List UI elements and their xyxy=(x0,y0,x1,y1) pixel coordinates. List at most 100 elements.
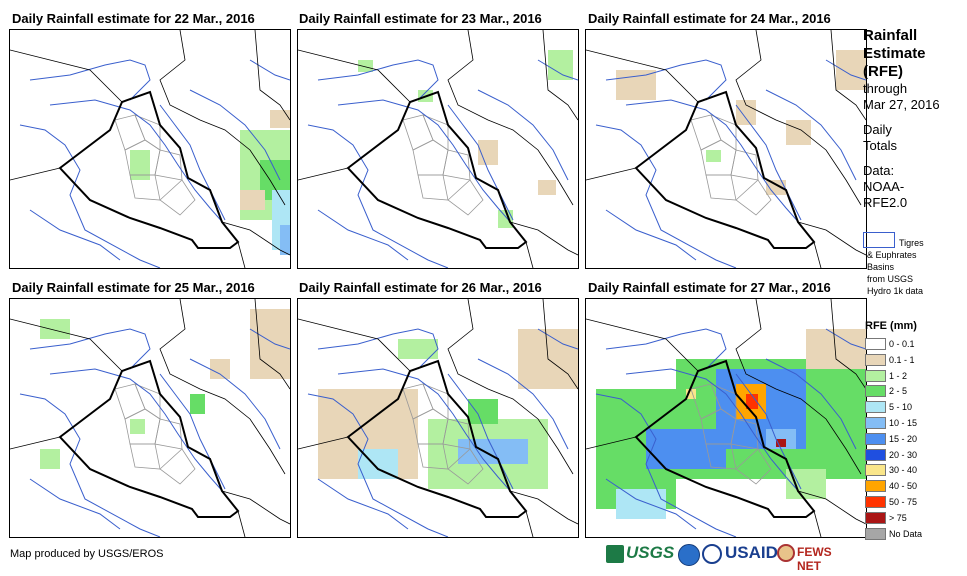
river-basin-line xyxy=(625,368,802,495)
river-basin-line xyxy=(605,478,697,530)
scale-label: 1 - 2 xyxy=(889,370,908,381)
basin-line: Basins xyxy=(867,262,895,272)
scale-swatch xyxy=(865,496,886,508)
river-basin-line xyxy=(605,59,727,101)
country-border xyxy=(542,30,578,121)
province-boundary xyxy=(154,418,183,450)
scale-label: 30 - 40 xyxy=(889,465,918,476)
iraq-border xyxy=(634,90,816,249)
country-border xyxy=(447,299,574,475)
country-border xyxy=(586,436,637,450)
basin-line: Tigres xyxy=(899,238,924,248)
rainfall-area xyxy=(538,180,556,195)
country-border xyxy=(542,299,578,390)
country-border xyxy=(254,30,290,121)
fews-net-logo: FEWS NET xyxy=(797,545,832,573)
scale-label: 5 - 10 xyxy=(889,402,913,413)
panel-title-26: Daily Rainfall estimate for 26 Mar., 201… xyxy=(299,280,542,295)
agency-logos: USGS USAID FEWS NET xyxy=(606,541,856,573)
river-basin-line xyxy=(189,358,281,450)
country-border xyxy=(525,241,534,268)
scale-swatch xyxy=(865,448,886,461)
province-boundary xyxy=(442,149,471,181)
rainfall-area xyxy=(776,439,786,447)
legend-data-line: Data: xyxy=(863,163,895,178)
country-border xyxy=(830,299,866,390)
rainfall-area xyxy=(746,394,758,409)
province-boundary xyxy=(442,418,471,450)
river-basin-line xyxy=(825,59,866,81)
country-border xyxy=(237,241,246,268)
country-border xyxy=(298,167,349,181)
country-border xyxy=(447,30,574,206)
legend-through-label: through xyxy=(863,81,908,96)
rainfall-area xyxy=(250,309,290,379)
river-basin-line xyxy=(19,124,161,268)
scale-label: 40 - 50 xyxy=(889,481,918,492)
scale-swatch xyxy=(865,464,886,477)
river-basin-line xyxy=(625,99,802,226)
map-credit: Map produced by USGS/EROS xyxy=(10,548,164,560)
rainfall-area xyxy=(240,190,265,210)
province-boundary xyxy=(114,383,146,420)
country-border xyxy=(10,318,123,372)
scale-label: > 75 xyxy=(889,512,907,523)
rainfall-area xyxy=(190,394,205,414)
rainfall-area xyxy=(706,150,721,162)
river-basin-line xyxy=(537,59,578,81)
country-border xyxy=(10,436,61,450)
country-border xyxy=(298,436,349,450)
river-basin-line xyxy=(307,393,449,537)
legend-through-date: Mar 27, 2016 xyxy=(863,97,940,112)
country-border xyxy=(813,510,822,537)
river-basin-line xyxy=(49,99,226,226)
country-border xyxy=(735,30,862,206)
rainfall-area xyxy=(210,359,230,379)
scale-title: RFE (mm) xyxy=(865,320,917,332)
river-basin-line xyxy=(537,328,578,350)
rainfall-area xyxy=(270,110,290,128)
scale-swatch xyxy=(865,417,886,429)
river-basin-line xyxy=(735,104,802,221)
usgs-logo: USGS xyxy=(626,543,675,562)
river-basin-line xyxy=(29,59,151,101)
legend-title-line: (RFE) xyxy=(863,63,903,80)
legend-title-line: Rainfall xyxy=(863,27,918,44)
legend-title-line: Estimate xyxy=(863,45,926,62)
province-boundary xyxy=(129,443,161,470)
province-boundary xyxy=(412,139,449,176)
rainfall-area xyxy=(130,419,145,434)
basin-line: Hydro 1k data xyxy=(867,286,924,296)
province-boundary xyxy=(730,418,759,450)
province-boundary xyxy=(735,448,772,485)
river-basin-line xyxy=(317,478,409,530)
map-graphic xyxy=(586,299,866,537)
rainfall-area xyxy=(616,489,666,519)
iraq-border xyxy=(346,90,528,249)
iraq-border xyxy=(634,359,816,518)
country-border xyxy=(735,299,862,475)
rainfall-area xyxy=(498,210,513,228)
province-boundary xyxy=(402,114,434,151)
panel-title-24: Daily Rainfall estimate for 24 Mar., 201… xyxy=(588,11,831,26)
rainfall-map-27-mar xyxy=(585,298,867,538)
legend-data-line: NOAA- xyxy=(863,179,905,194)
scale-label: 0 - 0.1 xyxy=(889,339,915,349)
rainfall-area xyxy=(616,70,656,100)
river-basin-line xyxy=(337,368,514,495)
river-basin-line xyxy=(317,328,439,370)
river-basin-line xyxy=(337,99,514,226)
country-border xyxy=(159,299,286,475)
river-basin-line xyxy=(735,373,802,490)
legend-totals-line: Totals xyxy=(863,138,897,153)
river-basin-line xyxy=(605,209,697,261)
basin-line: from USGS xyxy=(867,274,914,284)
scale-label: 15 - 20 xyxy=(889,433,918,444)
rainfall-map-22-mar xyxy=(9,29,291,269)
legend: Rainfall Estimate (RFE) through Mar 27, … xyxy=(863,27,967,211)
province-boundary xyxy=(705,174,737,201)
iraq-border xyxy=(58,90,240,249)
river-basin-line xyxy=(477,89,569,181)
province-boundary xyxy=(154,149,183,181)
panel-title-27: Daily Rainfall estimate for 27 Mar., 201… xyxy=(588,280,831,295)
